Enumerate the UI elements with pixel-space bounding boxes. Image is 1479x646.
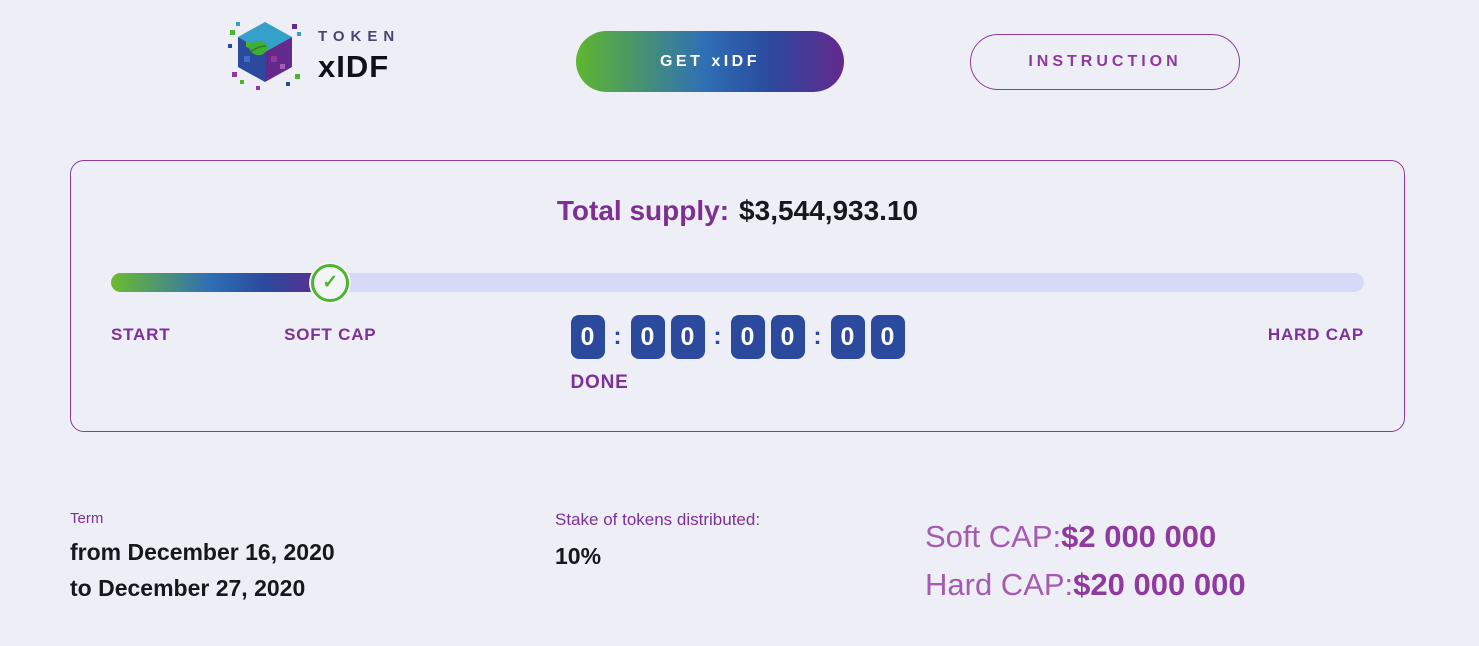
soft-cap-label: SOFT CAP: [284, 325, 377, 344]
countdown-digit: 0: [830, 315, 865, 359]
soft-cap-row-label: Soft CAP:: [925, 519, 1062, 554]
countdown-digit: 0: [570, 315, 605, 359]
xidf-logo[interactable]: TOKEN xIDF: [226, 12, 400, 101]
stake-block: Stake of tokens distributed: 10%: [555, 510, 760, 570]
start-label: START: [111, 325, 171, 344]
total-supply-card: Total supply: $3,544,933.10 ✓ START SOFT …: [70, 160, 1405, 432]
countdown-separator: :: [713, 323, 722, 350]
countdown-status: DONE: [570, 372, 629, 393]
softcap-marker: ✓: [311, 263, 350, 302]
total-supply-title: Total supply: $3,544,933.10: [71, 195, 1404, 227]
countdown-separator: :: [613, 323, 622, 350]
stake-label: Stake of tokens distributed:: [555, 510, 761, 529]
caps-block: Soft CAP:$2 000 000 Hard CAP:$20 000 000: [925, 513, 1246, 609]
check-icon: ✓: [322, 272, 339, 293]
xidf-logo-icon: [226, 12, 304, 101]
countdown-digit: 0: [870, 315, 905, 359]
instruction-button[interactable]: INSTRUCTION: [970, 34, 1240, 90]
term-label: Term: [70, 510, 104, 527]
hard-cap-row-label: Hard CAP:: [925, 567, 1074, 602]
countdown-separator: :: [813, 323, 822, 350]
hard-cap-label: HARD CAP: [1267, 325, 1364, 344]
term-to: to December 27, 2020: [70, 575, 306, 601]
countdown-digit: 0: [630, 315, 665, 359]
term-from: from December 16, 2020: [70, 539, 335, 565]
soft-cap-row-value: $2 000 000: [1061, 519, 1217, 554]
countdown-timer: 0 : 0 0 : 0 0 : 0 0: [570, 315, 905, 359]
term-block: Term from December 16, 2020 to December …: [70, 510, 335, 602]
stake-value: 10%: [555, 543, 602, 569]
total-supply-value: $3,544,933.10: [739, 195, 919, 226]
countdown-digit: 0: [770, 315, 805, 359]
hard-cap-row-value: $20 000 000: [1073, 567, 1246, 602]
countdown-digit: 0: [730, 315, 765, 359]
total-supply-label: Total supply:: [556, 195, 730, 226]
progress-area: ✓ START SOFT CAP HARD CAP 0 : 0 0: [111, 263, 1364, 403]
hard-cap-row: Hard CAP:$20 000 000: [925, 561, 1246, 609]
header: TOKEN xIDF GET xIDF INSTRUCTION: [0, 0, 1479, 128]
soft-cap-row: Soft CAP:$2 000 000: [925, 513, 1246, 561]
bar-labels: START SOFT CAP HARD CAP: [111, 325, 1364, 349]
progress-fill: [111, 273, 331, 292]
logo-xidf-text: xIDF: [318, 49, 390, 84]
get-xidf-button[interactable]: GET xIDF: [576, 31, 844, 92]
countdown-digit: 0: [670, 315, 705, 359]
logo-text: TOKEN xIDF: [318, 28, 400, 85]
logo-token-text: TOKEN: [318, 28, 401, 45]
progress-track: ✓: [111, 263, 1364, 302]
countdown-wrap: 0 : 0 0 : 0 0 : 0 0: [570, 315, 905, 394]
